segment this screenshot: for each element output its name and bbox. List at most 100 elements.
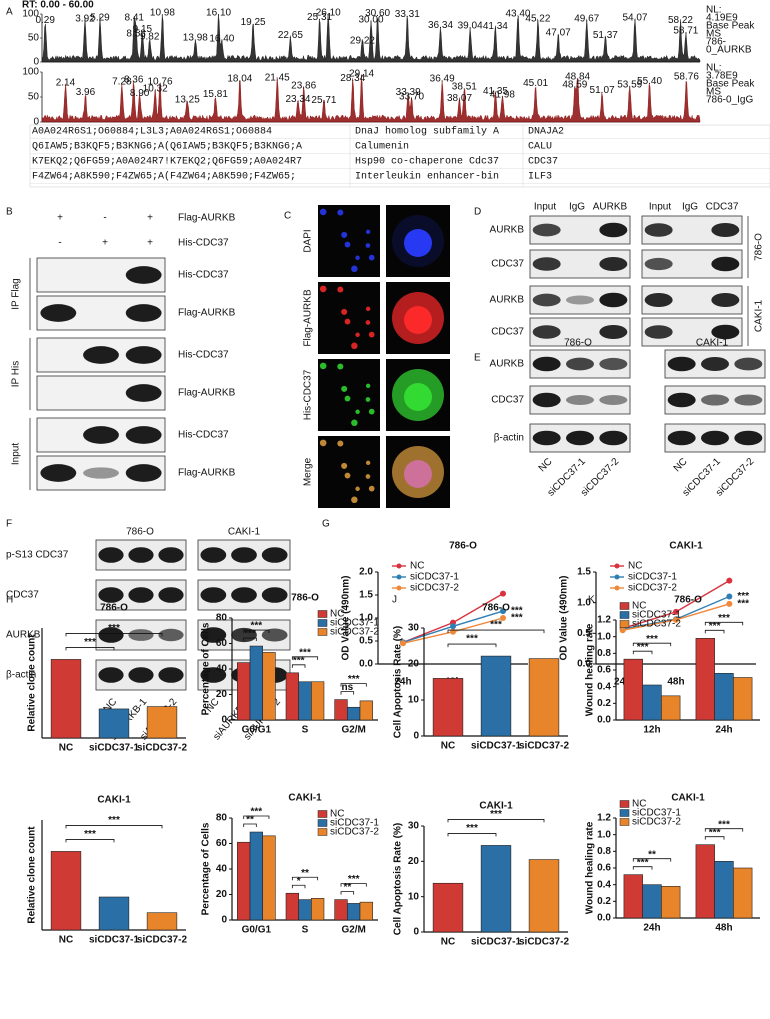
significance: ** bbox=[343, 882, 351, 893]
bar bbox=[714, 861, 734, 919]
trace-info: 786- bbox=[706, 37, 726, 48]
legend-swatch bbox=[317, 628, 328, 636]
significance: *** bbox=[709, 621, 721, 632]
sig-bracket bbox=[704, 828, 744, 832]
blot-label: p-S13 CDC37 bbox=[6, 550, 69, 561]
blot-label: Flag-AURKB bbox=[178, 308, 236, 319]
trace-info: 4.19E9 bbox=[706, 13, 738, 24]
y-tick-label: 0.5 bbox=[359, 636, 373, 647]
lane-label: IgG bbox=[682, 202, 698, 213]
blot-band bbox=[40, 304, 77, 322]
legend-swatch bbox=[619, 611, 630, 619]
micrograph bbox=[318, 282, 380, 354]
bar bbox=[528, 859, 560, 933]
y-tick-label: 40 bbox=[216, 864, 228, 875]
significance: *** bbox=[84, 829, 96, 840]
channel-label: His-CDC37 bbox=[303, 369, 314, 420]
peak-label: 30.00 bbox=[358, 14, 383, 25]
y-tick-label: 0.6 bbox=[597, 665, 611, 676]
y-tick-label: 0 bbox=[33, 117, 39, 128]
point bbox=[450, 623, 456, 630]
legend-label: siCDC37-1 bbox=[632, 610, 681, 621]
y-axis-label: Cell Apoptosis Rate (%) bbox=[393, 626, 404, 738]
peak-label: 0.29 bbox=[35, 15, 55, 26]
peak-label: 15.81 bbox=[203, 89, 228, 100]
nucleus-zoom bbox=[404, 460, 432, 488]
significance: *** bbox=[348, 674, 360, 685]
blot-band bbox=[231, 587, 257, 603]
chart-title: 786-O bbox=[482, 603, 510, 614]
blot-band bbox=[701, 430, 729, 446]
blot-band bbox=[125, 464, 162, 482]
y-tick-label: 1.5 bbox=[359, 590, 373, 601]
channel-label: Merge bbox=[303, 457, 314, 486]
series-line bbox=[402, 593, 504, 644]
table-cell: ILF3 bbox=[528, 172, 552, 183]
blot-band bbox=[599, 292, 628, 308]
legend-swatch bbox=[317, 819, 328, 827]
blot-band bbox=[98, 627, 124, 643]
y-tick-label: 0.8 bbox=[597, 648, 611, 659]
peak-label: 22.65 bbox=[278, 30, 303, 41]
bar bbox=[695, 638, 715, 721]
x-tick-label: 24h bbox=[643, 923, 660, 934]
blot-band bbox=[711, 256, 740, 272]
legend-marker bbox=[396, 563, 402, 569]
sig-bracket bbox=[340, 691, 355, 695]
sig-bracket bbox=[340, 891, 355, 895]
cell bbox=[355, 332, 360, 338]
cell bbox=[365, 306, 371, 312]
bar bbox=[480, 655, 512, 737]
cell-line: 786-O bbox=[754, 233, 765, 261]
peak-label: 58.22 bbox=[668, 15, 693, 26]
peak-label: 55.40 bbox=[637, 76, 662, 87]
sig-bracket bbox=[632, 642, 672, 647]
peak-label: 9.15 bbox=[133, 24, 153, 35]
nucleus-zoom bbox=[404, 383, 432, 411]
sig-bracket bbox=[243, 637, 257, 642]
significance: *** bbox=[646, 634, 658, 645]
blot-band bbox=[83, 426, 119, 444]
blot-band bbox=[734, 430, 763, 446]
cell bbox=[337, 209, 344, 216]
table-cell: Calumenin bbox=[355, 141, 409, 153]
significance: *** bbox=[490, 620, 502, 631]
significance: *** bbox=[637, 857, 649, 868]
point bbox=[500, 590, 506, 597]
peak-label: 13.98 bbox=[183, 33, 208, 44]
sig-bracket bbox=[340, 683, 367, 687]
x-tick-label: siCDC37-2 bbox=[519, 741, 569, 752]
y-tick-label: 0 bbox=[221, 915, 227, 926]
cell bbox=[341, 308, 348, 315]
blot-band bbox=[98, 667, 124, 683]
y-axis-label: OD Value (490nm) bbox=[559, 575, 570, 660]
bar bbox=[237, 841, 251, 921]
y-tick-label: 1.2 bbox=[597, 813, 611, 824]
legend-swatch bbox=[317, 828, 328, 836]
table-cell: Hsp90 co-chaperone Cdc37 bbox=[355, 156, 499, 168]
point bbox=[500, 608, 506, 615]
significance: *** bbox=[709, 827, 721, 838]
nucleus-zoom bbox=[404, 229, 432, 257]
significance: *** bbox=[737, 599, 749, 610]
legend-label: siCDC37-2 bbox=[632, 619, 681, 630]
x-tick-label: G0/G1 bbox=[242, 725, 272, 736]
cell-line: CAKI-1 bbox=[228, 527, 261, 538]
peak-label: 49.67 bbox=[574, 14, 599, 25]
legend-label: siCDC37-2 bbox=[410, 583, 459, 594]
y-tick-label: 0.2 bbox=[597, 896, 611, 907]
blot-band bbox=[711, 293, 740, 307]
sign: - bbox=[58, 238, 61, 249]
sig-bracket bbox=[632, 650, 653, 655]
bar bbox=[480, 845, 512, 933]
peak-label: 2.14 bbox=[56, 78, 76, 89]
cell-line: CAKI-1 bbox=[754, 299, 765, 332]
y-tick-label: 1.5 bbox=[577, 567, 591, 578]
y-tick-label: 0 bbox=[413, 927, 419, 938]
sig-bracket bbox=[632, 866, 653, 870]
micrograph bbox=[318, 205, 380, 277]
chart-title: CAKI-1 bbox=[671, 793, 705, 804]
bar bbox=[50, 851, 82, 931]
blot-band bbox=[734, 394, 763, 406]
